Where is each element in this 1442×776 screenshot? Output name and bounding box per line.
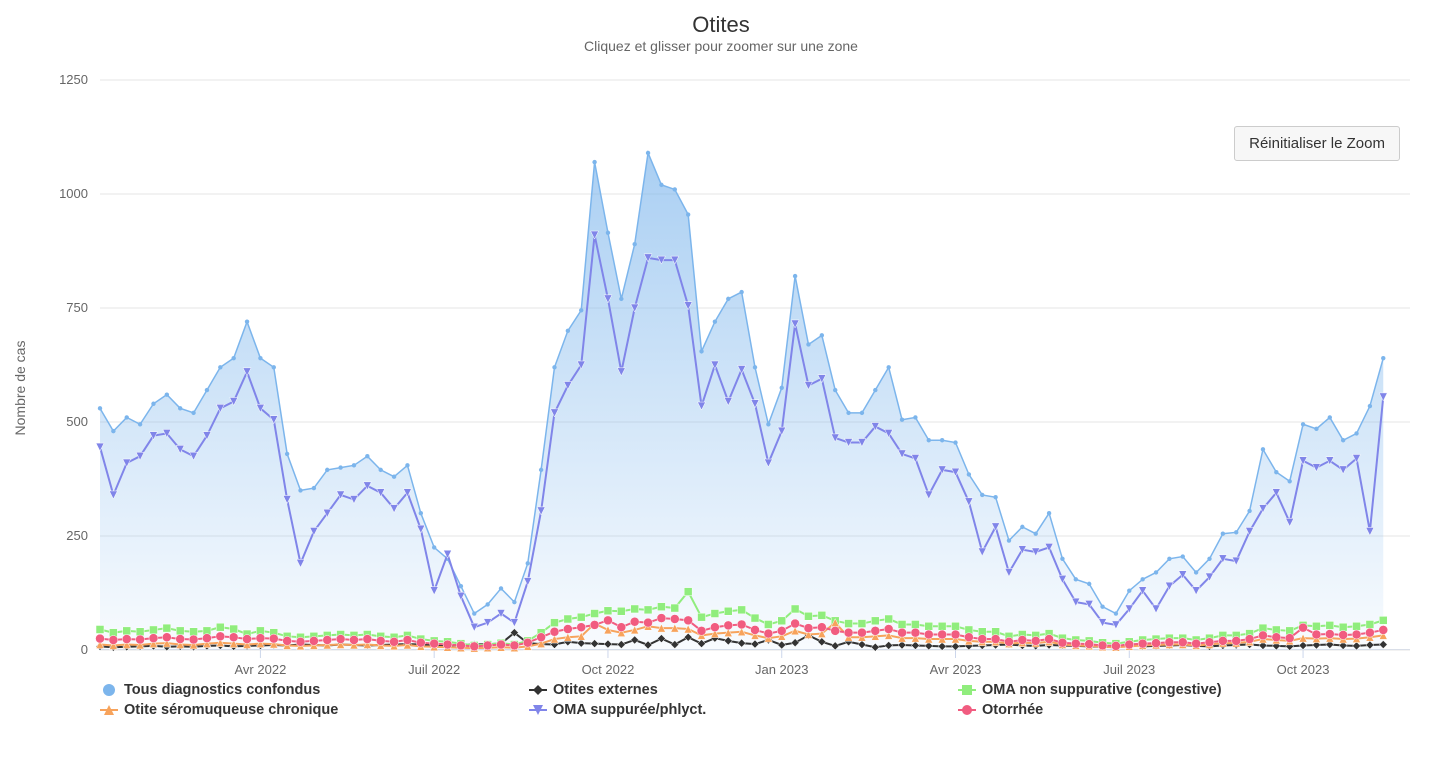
svg-text:1250: 1250 (59, 72, 88, 87)
legend-item-otorrhee[interactable]: Otorrhée (958, 700, 1387, 720)
legend-swatch-icon (529, 683, 547, 697)
reset-zoom-button[interactable]: Réinitialiser le Zoom (1234, 126, 1400, 161)
legend-item-oma_non_supp[interactable]: OMA non suppurative (congestive) (958, 680, 1387, 700)
legend-swatch-icon (958, 683, 976, 697)
svg-text:Avr 2022: Avr 2022 (235, 662, 287, 677)
svg-text:Juil 2022: Juil 2022 (408, 662, 460, 677)
legend-label: Otites externes (553, 682, 658, 698)
series-tous[interactable] (98, 151, 1386, 650)
chart-subtitle: Cliquez et glisser pour zoomer sur une z… (0, 38, 1442, 54)
svg-text:500: 500 (66, 414, 88, 429)
legend-swatch-icon (100, 683, 118, 697)
legend-label: OMA non suppurative (congestive) (982, 682, 1222, 698)
chart-title: Otites (0, 0, 1442, 38)
legend-item-seromuqueuse[interactable]: Otite séromuqueuse chronique (100, 700, 529, 720)
svg-text:1000: 1000 (59, 186, 88, 201)
legend-item-tous[interactable]: Tous diagnostics confondus (100, 680, 529, 700)
svg-text:Oct 2022: Oct 2022 (582, 662, 635, 677)
legend-swatch-icon (529, 703, 547, 717)
chart-container: Otites Cliquez et glisser pour zoomer su… (0, 0, 1442, 776)
legend-swatch-icon (100, 703, 118, 717)
legend-label: OMA suppurée/phlyct. (553, 702, 706, 718)
svg-text:0: 0 (81, 642, 88, 657)
svg-text:750: 750 (66, 300, 88, 315)
legend-label: Otite séromuqueuse chronique (124, 702, 338, 718)
svg-text:Avr 2023: Avr 2023 (930, 662, 982, 677)
svg-text:250: 250 (66, 528, 88, 543)
y-axis-label: Nombre de cas (12, 288, 28, 488)
legend-label: Otorrhée (982, 702, 1043, 718)
legend: Tous diagnostics confondus Otites externe… (100, 680, 1400, 720)
svg-text:Juil 2023: Juil 2023 (1103, 662, 1155, 677)
legend-item-oma_supp[interactable]: OMA suppurée/phlyct. (529, 700, 958, 720)
svg-text:Oct 2023: Oct 2023 (1277, 662, 1330, 677)
legend-swatch-icon (958, 703, 976, 717)
legend-label: Tous diagnostics confondus (124, 682, 320, 698)
svg-text:Jan 2023: Jan 2023 (755, 662, 809, 677)
plot-area[interactable]: 025050075010001250 Avr 2022Juil 2022Oct … (100, 80, 1410, 650)
legend-item-externes[interactable]: Otites externes (529, 680, 958, 700)
